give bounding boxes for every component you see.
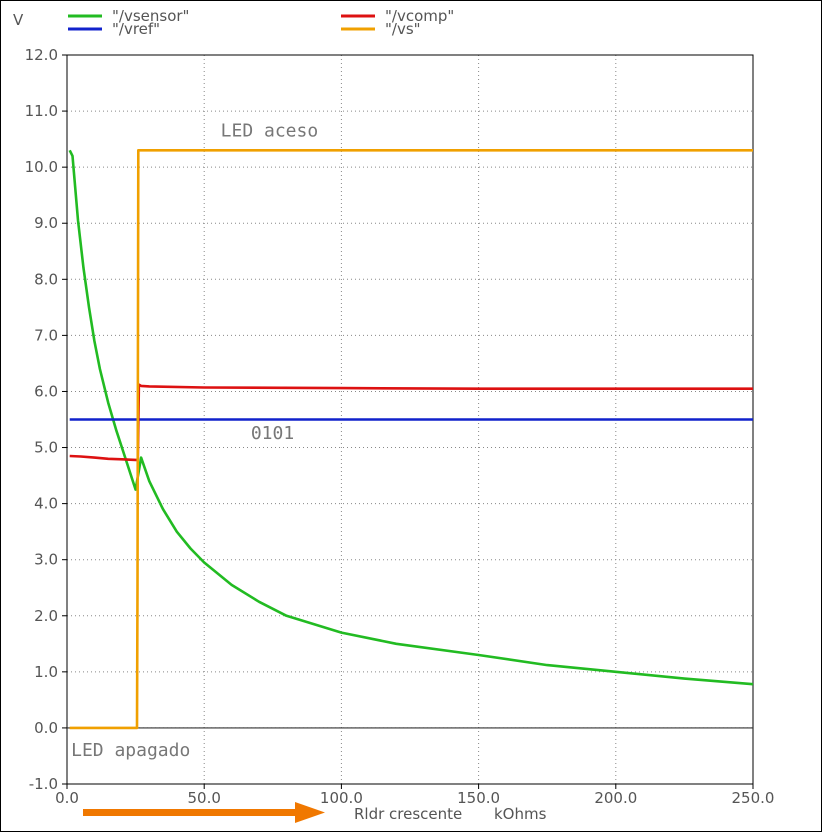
y-tick-label: 2.0 bbox=[34, 607, 58, 625]
annotations: LED aceso 0101 LED apagado bbox=[71, 120, 318, 761]
y-tick-label: 4.0 bbox=[34, 495, 58, 513]
x-axis-label: Rldr crescente bbox=[354, 805, 462, 823]
series-line-3 bbox=[69, 149, 753, 730]
annotation-2: LED apagado bbox=[71, 740, 190, 761]
legend-label-3: "/vs" bbox=[385, 20, 421, 38]
x-axis-unit: kOhms bbox=[494, 805, 547, 823]
x-tick-label: 200.0 bbox=[594, 789, 637, 807]
legend-label-1: "/vref" bbox=[112, 20, 160, 38]
series-line-0 bbox=[68, 149, 754, 686]
x-axis-label-group: Rldr crescente kOhms bbox=[83, 802, 547, 823]
y-tick-label: 10.0 bbox=[25, 158, 58, 176]
x-tick-label: 150.0 bbox=[457, 789, 500, 807]
y-tick-label: 6.0 bbox=[34, 382, 58, 400]
y-tick-label: 9.0 bbox=[34, 214, 58, 232]
y-tick-label: 0.0 bbox=[34, 719, 58, 737]
y-tick-label: -1.0 bbox=[29, 775, 58, 793]
annotation-0: LED aceso bbox=[221, 120, 319, 141]
arrow-head bbox=[295, 802, 325, 823]
axes bbox=[62, 54, 754, 789]
series-group bbox=[68, 149, 754, 730]
annotation-1: 0101 bbox=[251, 423, 294, 444]
y-tick-label: 1.0 bbox=[34, 663, 58, 681]
y-tick-label: 7.0 bbox=[34, 326, 58, 344]
x-tick-label: 100.0 bbox=[320, 789, 363, 807]
legend: "/vsensor""/vref" "/vcomp""/vs" bbox=[68, 7, 454, 38]
y-tick-label: 5.0 bbox=[34, 439, 58, 457]
arrow-shaft bbox=[83, 809, 297, 816]
x-tick-label: 50.0 bbox=[187, 789, 220, 807]
y-tick-label: 12.0 bbox=[25, 46, 58, 64]
y-tick-label: 8.0 bbox=[34, 270, 58, 288]
y-tick-label: 3.0 bbox=[34, 551, 58, 569]
legend-label-0: "/vsensor" bbox=[112, 7, 189, 25]
y-tick-label: 11.0 bbox=[25, 102, 58, 120]
x-tick-label: 0.0 bbox=[55, 789, 79, 807]
tick-labels: -1.00.01.02.03.04.05.06.07.08.09.010.011… bbox=[13, 11, 774, 807]
y-axis-label: V bbox=[13, 11, 24, 29]
legend-label-2: "/vcomp" bbox=[385, 7, 454, 25]
series-line-2 bbox=[69, 383, 753, 462]
x-tick-label: 250.0 bbox=[732, 789, 775, 807]
